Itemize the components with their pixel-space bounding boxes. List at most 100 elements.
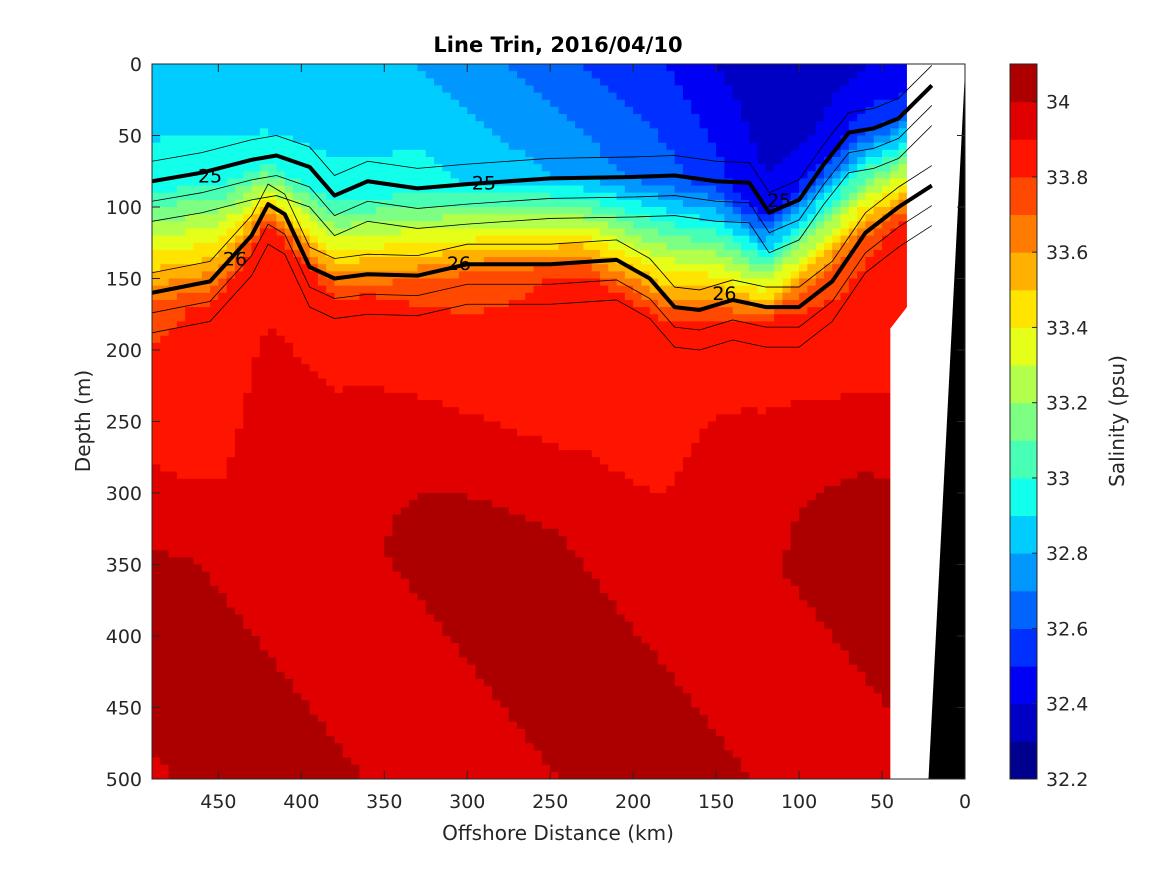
salinity-cell	[226, 628, 236, 637]
salinity-cell	[160, 650, 170, 659]
salinity-cell	[434, 557, 443, 566]
salinity-cell	[467, 671, 477, 680]
salinity-cell	[508, 714, 518, 723]
salinity-cell	[517, 450, 526, 458]
salinity-cell	[351, 686, 360, 694]
salinity-cell	[176, 464, 186, 473]
salinity-cell	[293, 221, 302, 230]
salinity-cell	[243, 678, 253, 687]
salinity-cell	[517, 121, 526, 129]
salinity-cell	[317, 106, 327, 115]
salinity-cell	[293, 728, 302, 737]
salinity-cell	[351, 678, 360, 687]
salinity-cell	[243, 135, 253, 144]
salinity-cell	[458, 578, 468, 587]
salinity-cell	[276, 350, 286, 358]
salinity-cell	[442, 92, 452, 101]
salinity-cell	[309, 314, 319, 322]
salinity-cell	[392, 164, 402, 172]
salinity-cell	[392, 736, 402, 744]
salinity-cell	[375, 478, 385, 487]
salinity-cell	[201, 528, 211, 537]
salinity-cell	[458, 278, 468, 287]
salinity-cell	[492, 228, 502, 237]
salinity-cell	[400, 714, 410, 723]
salinity-cell	[375, 535, 385, 544]
salinity-cell	[450, 156, 460, 165]
salinity-cell	[176, 257, 186, 265]
salinity-cell	[160, 149, 170, 158]
salinity-cell	[309, 292, 319, 301]
salinity-cell	[351, 478, 360, 487]
salinity-cell	[185, 85, 195, 94]
salinity-cell	[251, 650, 261, 659]
salinity-cell	[251, 299, 261, 308]
salinity-cell	[550, 85, 560, 94]
salinity-cell	[326, 135, 336, 144]
salinity-cell	[168, 600, 178, 608]
salinity-cell	[442, 185, 452, 194]
salinity-cell	[301, 521, 311, 530]
salinity-cell	[301, 385, 311, 394]
salinity-cell	[409, 457, 419, 465]
salinity-cell	[392, 342, 402, 351]
salinity-cell	[467, 714, 477, 723]
salinity-cell	[475, 228, 485, 237]
salinity-cell	[492, 78, 502, 87]
salinity-cell	[218, 385, 228, 394]
salinity-cell	[541, 228, 551, 237]
salinity-cell	[425, 514, 435, 523]
salinity-cell	[400, 500, 410, 508]
salinity-cell	[276, 628, 286, 637]
salinity-cell	[359, 328, 369, 337]
salinity-cell	[342, 750, 352, 759]
salinity-cell	[558, 421, 568, 430]
salinity-cell	[400, 471, 410, 480]
salinity-cell	[268, 485, 278, 494]
salinity-cell	[342, 249, 352, 258]
salinity-cell	[185, 771, 195, 779]
salinity-cell	[152, 378, 161, 387]
salinity-cell	[293, 435, 302, 444]
salinity-cell	[317, 192, 327, 201]
salinity-cell	[226, 614, 236, 623]
salinity-cell	[317, 357, 327, 365]
salinity-cell	[409, 578, 419, 587]
salinity-cell	[400, 571, 410, 580]
salinity-cell	[525, 721, 535, 730]
salinity-cell	[276, 707, 286, 716]
salinity-cell	[417, 106, 427, 115]
salinity-cell	[400, 285, 410, 294]
salinity-cell	[450, 299, 460, 308]
salinity-cell	[558, 71, 568, 79]
salinity-cell	[541, 278, 551, 287]
salinity-cell	[293, 106, 302, 115]
salinity-cell	[450, 164, 460, 172]
salinity-cell	[434, 585, 443, 594]
salinity-cell	[384, 350, 394, 358]
salinity-cell	[425, 543, 435, 551]
salinity-cell	[201, 342, 211, 351]
salinity-cell	[293, 593, 302, 601]
salinity-cell	[168, 257, 178, 265]
salinity-cell	[234, 628, 244, 637]
salinity-cell	[533, 743, 543, 751]
salinity-cell	[434, 214, 443, 222]
salinity-cell	[351, 557, 360, 566]
salinity-cell	[176, 249, 186, 258]
salinity-cell	[234, 571, 244, 580]
salinity-cell	[550, 614, 560, 623]
salinity-cell	[334, 757, 344, 766]
salinity-cell	[392, 428, 402, 437]
salinity-cell	[284, 164, 294, 172]
salinity-cell	[243, 428, 253, 437]
salinity-cell	[384, 435, 394, 444]
salinity-cell	[475, 99, 485, 108]
salinity-cell	[351, 235, 360, 244]
salinity-cell	[176, 543, 186, 551]
salinity-cell	[284, 514, 294, 523]
salinity-cell	[309, 678, 319, 687]
salinity-cell	[201, 64, 211, 72]
salinity-cell	[342, 71, 352, 79]
salinity-cell	[525, 78, 535, 87]
